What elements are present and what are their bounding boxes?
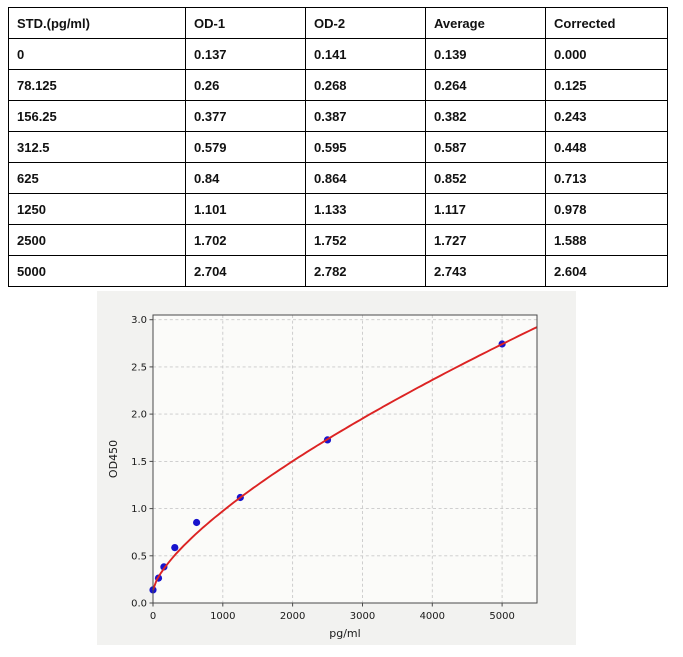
table-cell: 0.000: [545, 38, 668, 70]
table-cell: 0.864: [305, 162, 426, 194]
x-tick-label: 5000: [489, 611, 514, 622]
table-cell: 1.101: [185, 193, 306, 225]
column-header: Corrected: [545, 7, 668, 39]
fit-curve: [152, 326, 538, 591]
table-cell: 0.26: [185, 69, 306, 101]
standards-table: STD.(pg/ml) OD-1 OD-2 Average Corrected 0 0.1…: [8, 7, 668, 287]
table-cell: 1.702: [185, 224, 306, 256]
table-cell: 0.713: [545, 162, 668, 194]
table-cell: 0.978: [545, 193, 668, 225]
standard-curve-chart: 0 1000 2000 3000 4000 5000 0.0 0.5 1.0 1.5 2.0 2.5 3…: [107, 314, 538, 640]
table-row: 5000 2.704 2.782 2.743 2.604: [8, 255, 668, 287]
y-tick-label: 0.5: [131, 551, 147, 562]
table-row: 2500 1.702 1.752 1.727 1.588: [8, 224, 668, 256]
table-row: 1250 1.101 1.133 1.117 0.978: [8, 193, 668, 225]
table-cell: 2.743: [425, 255, 546, 287]
y-tick-label: 1.0: [131, 504, 147, 515]
y-tick-label: 0.0: [131, 599, 147, 610]
table-row: 156.25 0.377 0.387 0.382 0.243: [8, 100, 668, 132]
table-cell: 0: [8, 38, 186, 70]
y-tick-label: 2.0: [131, 410, 147, 421]
x-tick-label: 4000: [420, 611, 445, 622]
table-cell: 0.264: [425, 69, 546, 101]
table-cell: 0.137: [185, 38, 306, 70]
table-cell: 0.587: [425, 131, 546, 163]
table-cell: 625: [8, 162, 186, 194]
table-cell: 0.595: [305, 131, 426, 163]
table-cell: 5000: [8, 255, 186, 287]
column-header: STD.(pg/ml): [8, 7, 186, 39]
table-cell: 0.125: [545, 69, 668, 101]
table-cell: 0.139: [425, 38, 546, 70]
table-cell: 1250: [8, 193, 186, 225]
table-row: 0 0.137 0.141 0.139 0.000: [8, 38, 668, 70]
x-tick-label: 0: [150, 611, 156, 622]
x-tick-label: 3000: [350, 611, 375, 622]
standard-curve-figure: 0 1000 2000 3000 4000 5000 0.0 0.5 1.0 1.5 2.0 2.5 3…: [97, 291, 576, 645]
table-cell: 2.604: [545, 255, 668, 287]
column-header: OD-2: [305, 7, 426, 39]
table-cell: 2500: [8, 224, 186, 256]
table-cell: 78.125: [8, 69, 186, 101]
x-tick-label: 1000: [210, 611, 235, 622]
table-header-row: STD.(pg/ml) OD-1 OD-2 Average Corrected: [8, 7, 668, 39]
y-axis-label: OD450: [107, 440, 120, 478]
table-cell: 0.448: [545, 131, 668, 163]
table-cell: 0.141: [305, 38, 426, 70]
table-cell: 0.377: [185, 100, 306, 132]
table-body: 0 0.137 0.141 0.139 0.000 78.125 0.26 0.268 0.26…: [8, 38, 668, 287]
table-cell: 0.852: [425, 162, 546, 194]
table-cell: 156.25: [8, 100, 186, 132]
x-axis-label: pg/ml: [329, 627, 360, 640]
table-cell: 1.133: [305, 193, 426, 225]
table-cell: 1.727: [425, 224, 546, 256]
table-cell: 1.117: [425, 193, 546, 225]
table-row: 78.125 0.26 0.268 0.264 0.125: [8, 69, 668, 101]
table-cell: 0.382: [425, 100, 546, 132]
table-row: 625 0.84 0.864 0.852 0.713: [8, 162, 668, 194]
table-cell: 2.704: [185, 255, 306, 287]
x-tick-label: 2000: [280, 611, 305, 622]
table-cell: 312.5: [8, 131, 186, 163]
y-tick-label: 3.0: [131, 315, 147, 326]
table-cell: 0.579: [185, 131, 306, 163]
table-cell: 0.387: [305, 100, 426, 132]
data-point: [193, 518, 201, 527]
table-row: 312.5 0.579 0.595 0.587 0.448: [8, 131, 668, 163]
plot-border: [152, 314, 538, 604]
data-point: [171, 544, 179, 552]
column-header: Average: [425, 7, 546, 39]
y-tick-label: 1.5: [131, 457, 147, 468]
table-cell: 0.84: [185, 162, 306, 194]
column-header: OD-1: [185, 7, 306, 39]
table-cell: 2.782: [305, 255, 426, 287]
table-cell: 1.752: [305, 224, 426, 256]
plot-area: [153, 315, 537, 603]
table-cell: 0.243: [545, 100, 668, 132]
table-cell: 0.268: [305, 69, 426, 101]
table-cell: 1.588: [545, 224, 668, 256]
y-tick-label: 2.5: [131, 362, 147, 373]
